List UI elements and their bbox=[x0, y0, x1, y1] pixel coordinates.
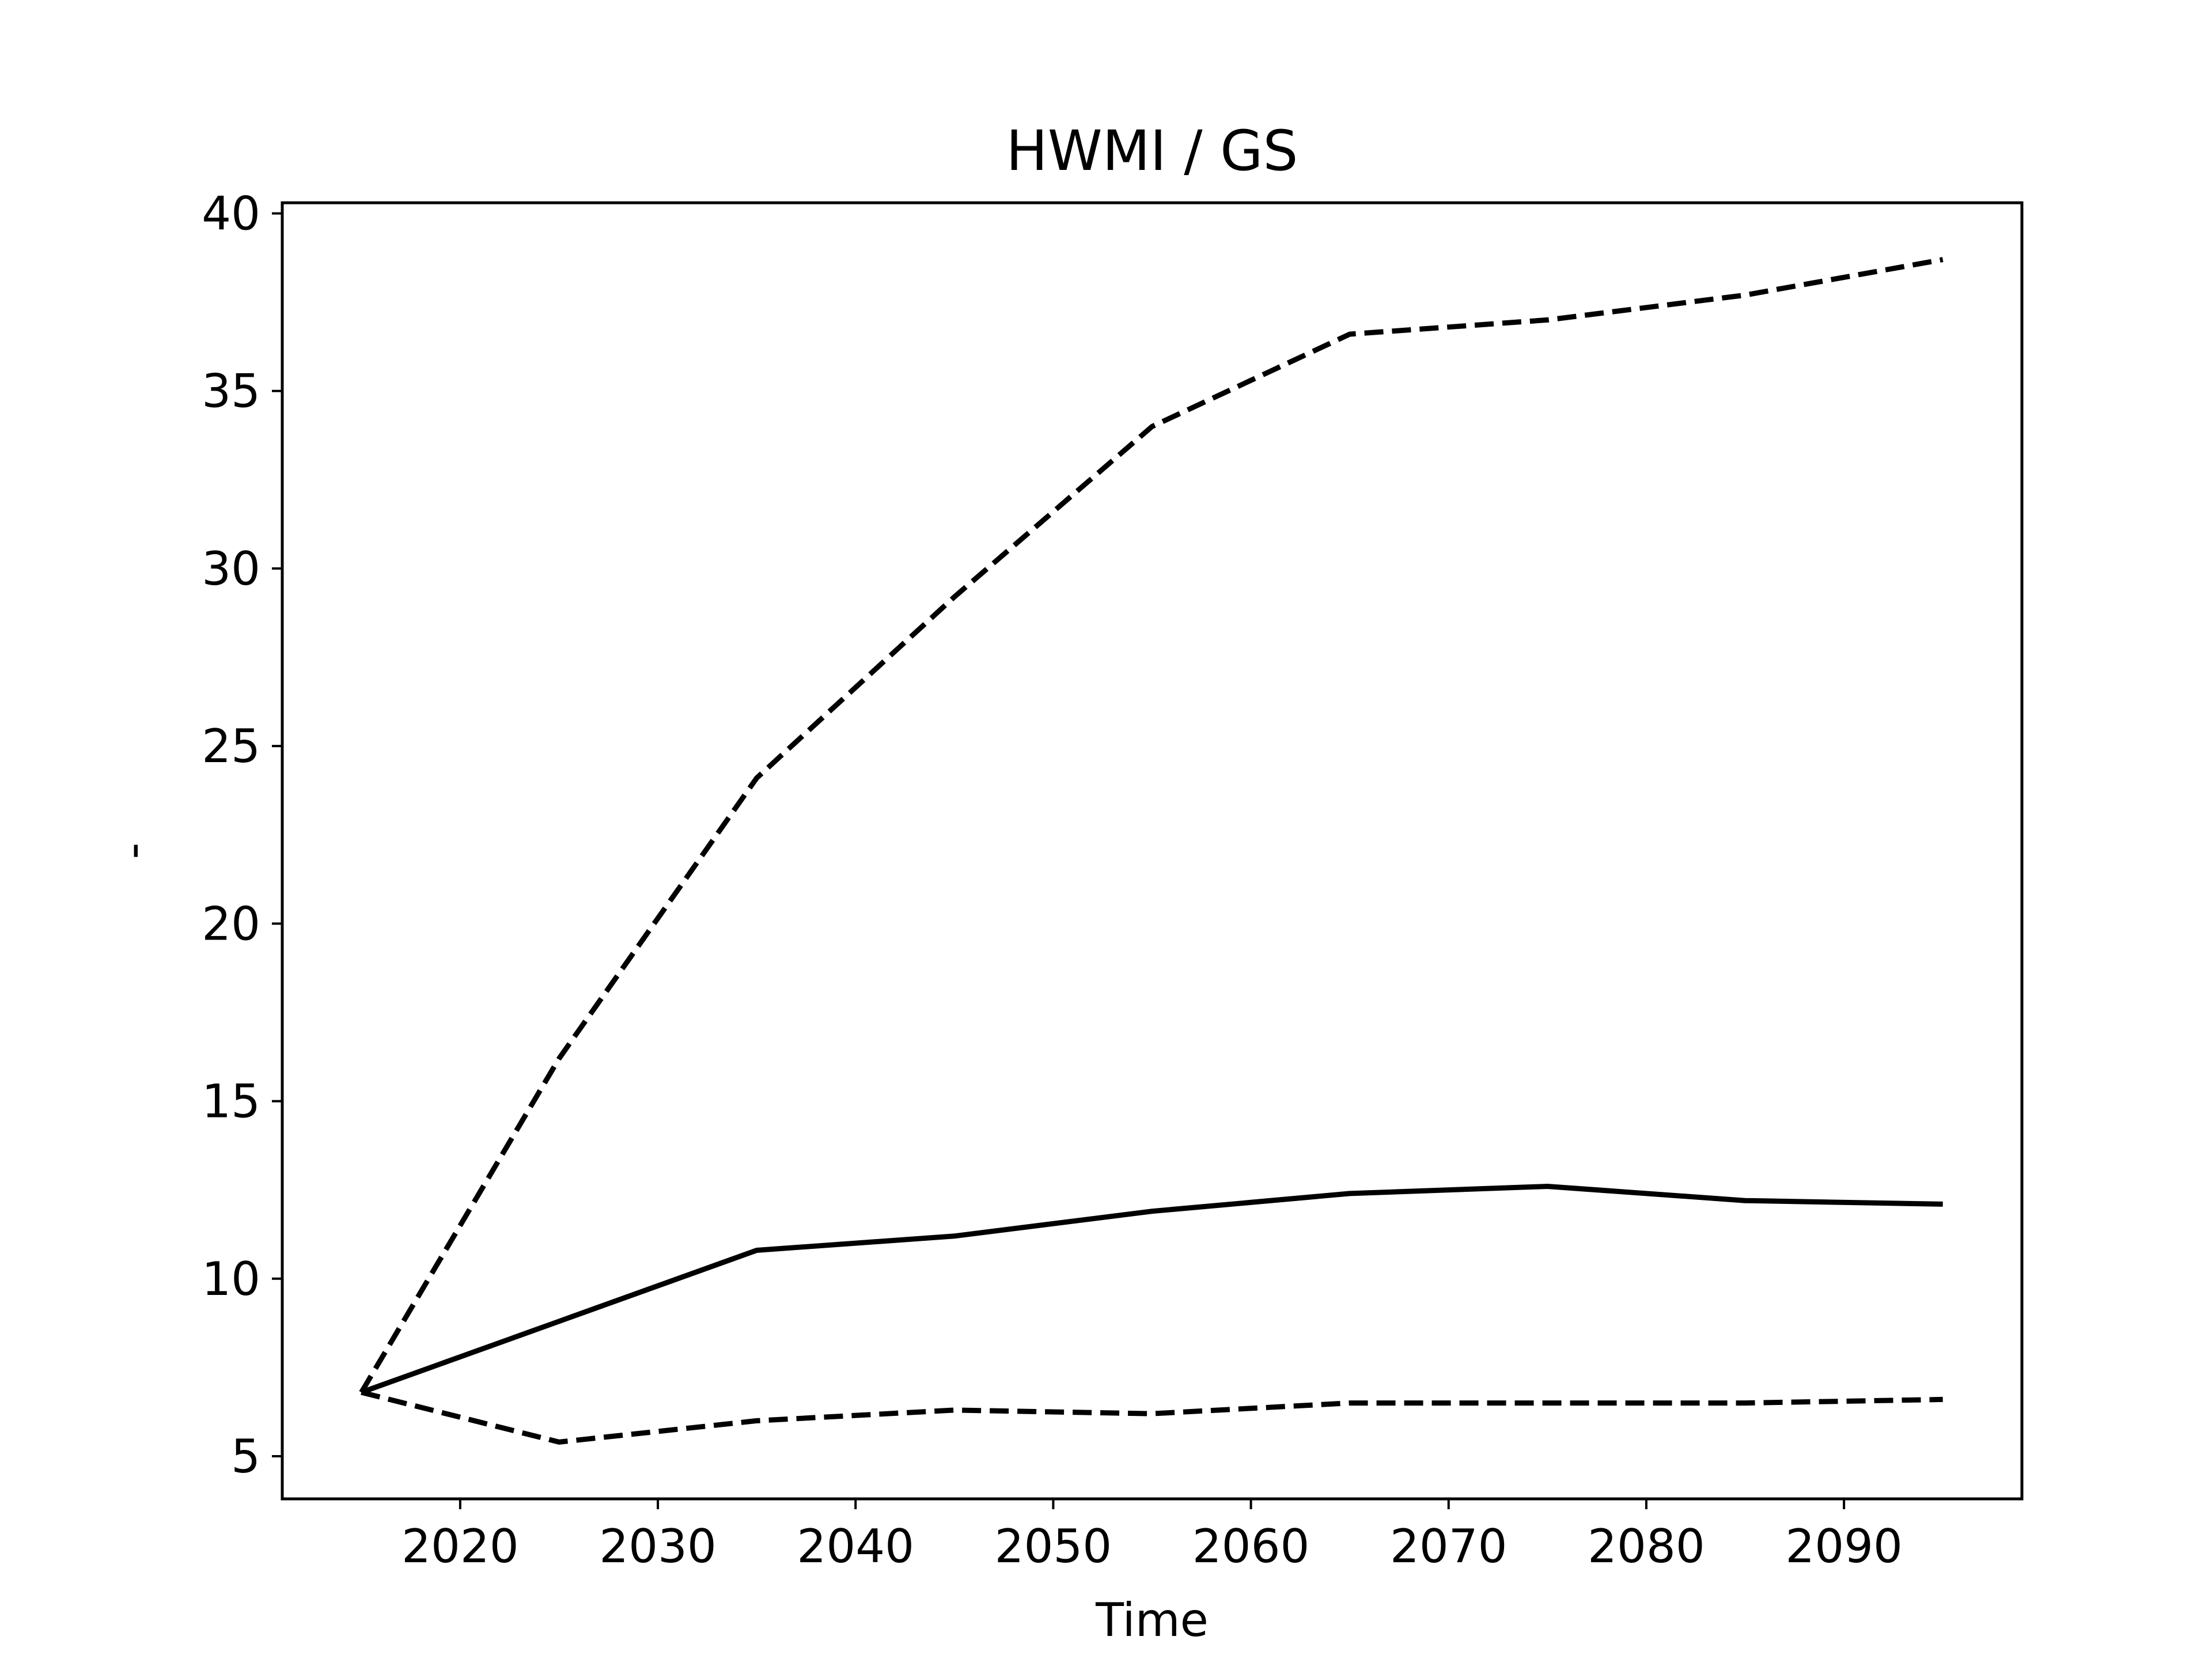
y-tick-label: 15 bbox=[202, 1075, 260, 1128]
x-tick-label: 2040 bbox=[797, 1520, 914, 1573]
x-axis: 2020 2030 2040 2050 2060 2070 2080 2090 bbox=[402, 1499, 1903, 1573]
x-tick-label: 2060 bbox=[1192, 1520, 1310, 1573]
y-tick-label: 10 bbox=[202, 1252, 260, 1306]
y-tick-label: 5 bbox=[231, 1430, 260, 1483]
x-tick-label: 2090 bbox=[1785, 1520, 1903, 1573]
y-tick-label: 40 bbox=[202, 187, 260, 240]
y-tick-label: 35 bbox=[202, 365, 260, 418]
chart-title: HWMI / GS bbox=[1006, 119, 1298, 183]
y-axis-label: - bbox=[106, 843, 160, 859]
y-axis: 5 10 15 20 25 30 35 40 bbox=[202, 187, 282, 1483]
series-line-1-dashed bbox=[359, 257, 1944, 1394]
series-layer bbox=[359, 257, 1944, 1445]
x-tick-label: 2050 bbox=[995, 1520, 1112, 1573]
series-line-2-solid bbox=[360, 1184, 1943, 1395]
x-tick-label: 2080 bbox=[1588, 1520, 1705, 1573]
y-tick-label: 30 bbox=[202, 542, 260, 596]
x-axis-label: Time bbox=[1095, 1593, 1209, 1647]
axes-frame bbox=[281, 201, 2024, 1501]
x-tick-label: 2030 bbox=[599, 1520, 717, 1573]
x-tick-label: 2020 bbox=[402, 1520, 519, 1573]
x-tick-label: 2070 bbox=[1390, 1520, 1508, 1573]
y-tick-label: 20 bbox=[202, 897, 260, 950]
y-tick-label: 25 bbox=[202, 719, 260, 773]
